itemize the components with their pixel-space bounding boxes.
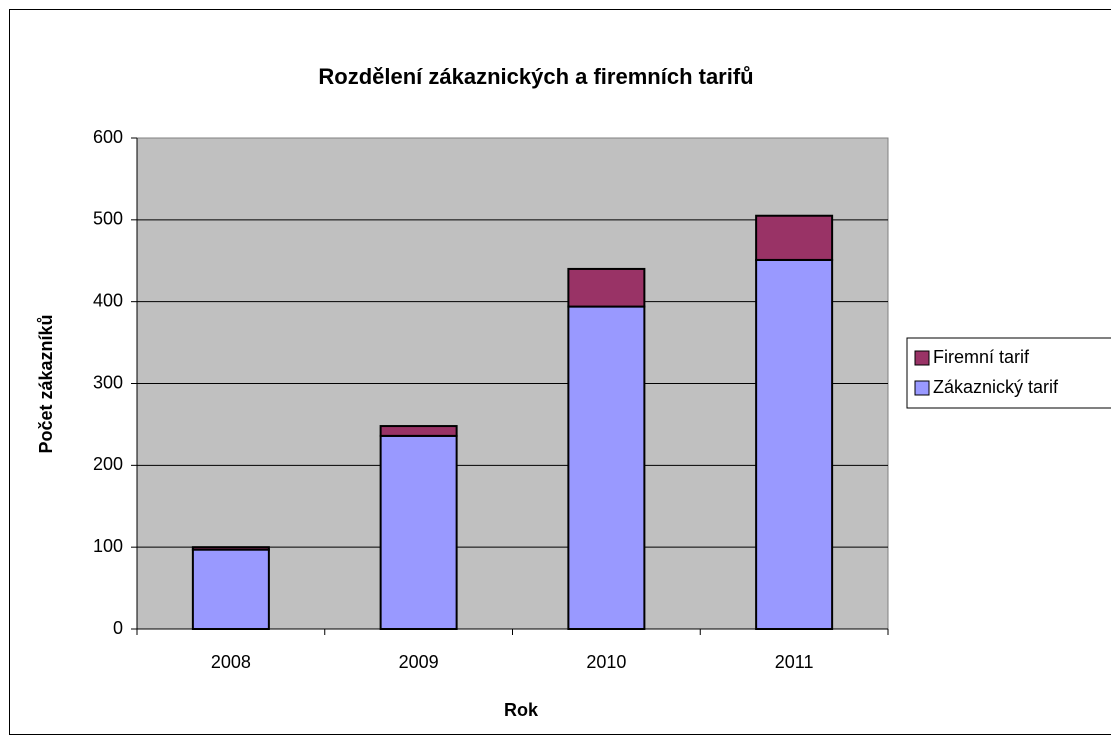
x-axis-label: Rok	[504, 700, 539, 720]
y-tick-label: 400	[93, 290, 123, 310]
legend-label: Zákaznický tarif	[933, 377, 1059, 397]
legend-box	[906, 337, 1111, 409]
bar-segment	[379, 434, 458, 630]
y-tick-label: 300	[93, 372, 123, 392]
bar-segment	[191, 548, 270, 630]
bar-segment	[379, 425, 458, 437]
bar-segment	[755, 258, 834, 630]
bar-segment	[567, 267, 646, 308]
y-tick-label: 0	[113, 618, 123, 638]
y-tick-label: 600	[93, 127, 123, 147]
x-tick-label: 2010	[586, 652, 626, 672]
bar-segment	[755, 214, 834, 261]
x-tick-label: 2009	[399, 652, 439, 672]
x-tick-label: 2011	[775, 652, 814, 672]
chart-title: Rozdělení zákaznických a firemních tarif…	[318, 64, 753, 89]
bar-segment	[191, 546, 270, 551]
legend-swatch	[914, 380, 930, 396]
y-tick-label: 100	[93, 536, 123, 556]
x-tick-label: 2008	[211, 652, 251, 672]
y-tick-label: 200	[93, 454, 123, 474]
y-axis-label: Počet zákazníků	[36, 314, 56, 453]
legend-label: Firemní tarif	[933, 347, 1030, 367]
legend-swatch	[914, 350, 930, 366]
y-tick-label: 500	[93, 209, 123, 229]
bar-segment	[567, 305, 646, 630]
